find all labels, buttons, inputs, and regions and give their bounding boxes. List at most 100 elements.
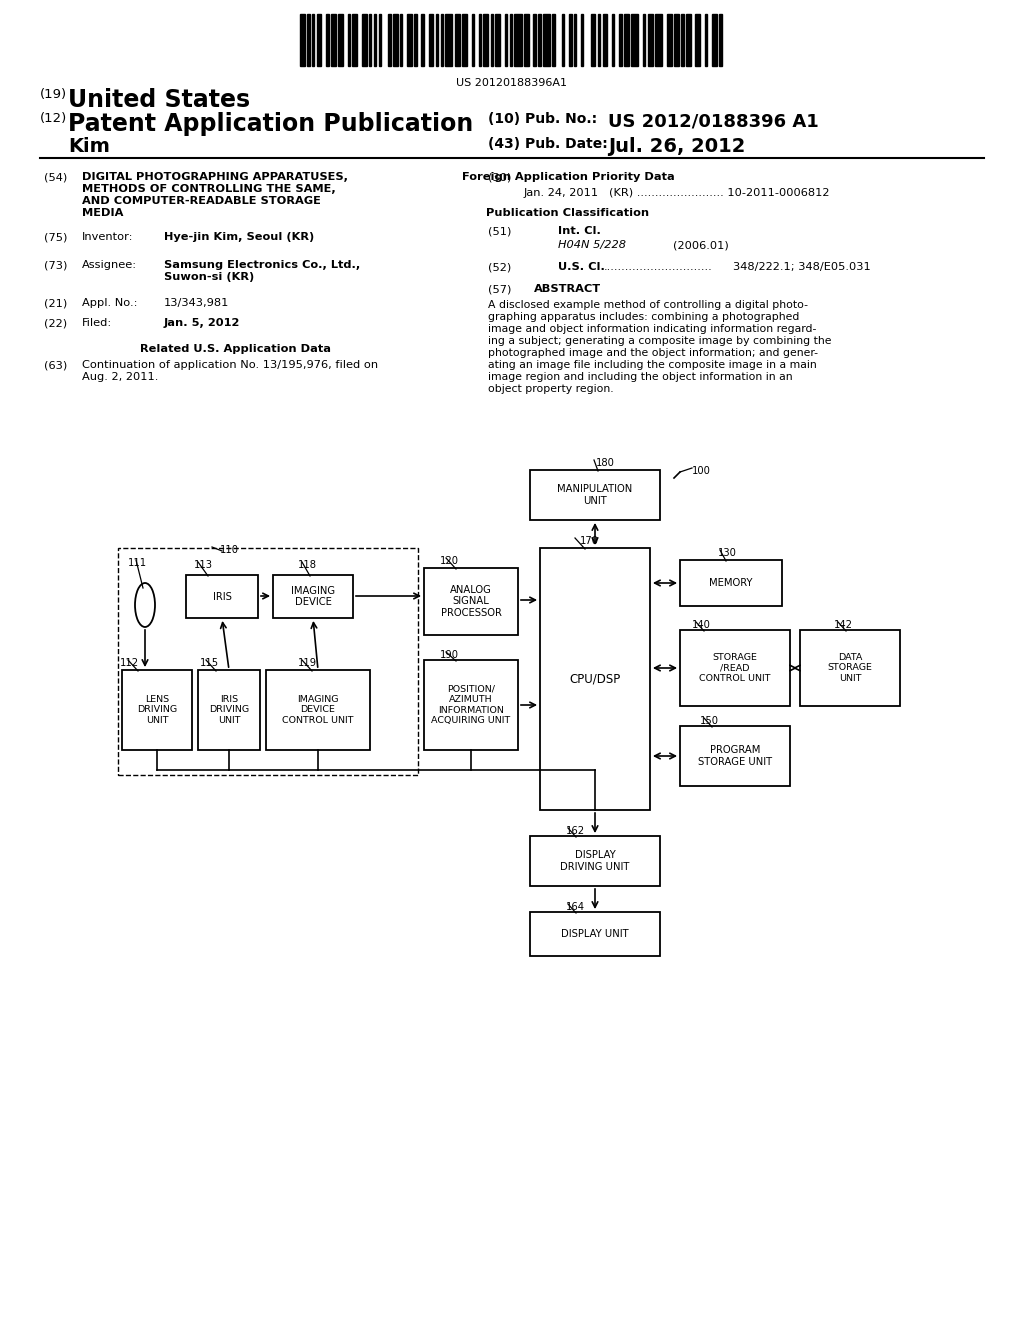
Bar	[478, 15, 481, 66]
Bar	[379, 15, 381, 66]
Text: Int. Cl.: Int. Cl.	[558, 226, 601, 236]
Bar	[569, 15, 571, 66]
Text: 118: 118	[298, 560, 317, 570]
Bar	[338, 15, 343, 66]
Text: (19): (19)	[40, 88, 68, 102]
Text: Samsung Electronics Co., Ltd.,: Samsung Electronics Co., Ltd.,	[164, 260, 360, 271]
Text: Assignee:: Assignee:	[82, 260, 137, 271]
Text: DISPLAY
DRIVING UNIT: DISPLAY DRIVING UNIT	[560, 850, 630, 871]
Bar	[540, 548, 650, 810]
Text: Suwon-si (KR): Suwon-si (KR)	[164, 272, 254, 282]
Text: 100: 100	[692, 466, 711, 477]
Text: Foreign Application Priority Data: Foreign Application Priority Data	[462, 172, 675, 182]
Bar	[530, 470, 660, 520]
Text: (73): (73)	[44, 260, 68, 271]
Text: 170: 170	[580, 536, 599, 546]
Bar	[347, 15, 350, 66]
Text: image region and including the object information in an: image region and including the object in…	[488, 372, 793, 381]
Bar	[695, 15, 700, 66]
Bar	[312, 15, 314, 66]
Bar	[505, 15, 507, 66]
Bar	[680, 560, 782, 606]
Text: Aug. 2, 2011.: Aug. 2, 2011.	[82, 372, 159, 381]
Bar	[440, 15, 443, 66]
Text: DISPLAY UNIT: DISPLAY UNIT	[561, 929, 629, 939]
Text: US 2012/0188396 A1: US 2012/0188396 A1	[608, 112, 819, 129]
Text: 111: 111	[128, 558, 147, 568]
Text: ating an image file including the composite image in a main: ating an image file including the compos…	[488, 360, 817, 370]
Text: (51): (51)	[488, 226, 511, 236]
Bar	[300, 15, 305, 66]
Text: graphing apparatus includes: combining a photographed: graphing apparatus includes: combining a…	[488, 312, 800, 322]
Text: Publication Classification: Publication Classification	[486, 209, 649, 218]
Bar	[712, 15, 717, 66]
Text: 130: 130	[718, 548, 737, 558]
Text: Inventor:: Inventor:	[82, 232, 133, 242]
Text: Hye-jin Kim, Seoul (KR): Hye-jin Kim, Seoul (KR)	[164, 232, 314, 242]
Text: 119: 119	[298, 657, 317, 668]
Text: DIGITAL PHOTOGRAPHING APPARATUSES,: DIGITAL PHOTOGRAPHING APPARATUSES,	[82, 172, 348, 182]
Text: (2006.01): (2006.01)	[673, 240, 729, 249]
Text: 113: 113	[194, 560, 213, 570]
Bar	[266, 671, 370, 750]
Bar	[581, 15, 584, 66]
Bar	[118, 548, 418, 775]
Bar	[198, 671, 260, 750]
Text: (43) Pub. Date:: (43) Pub. Date:	[488, 137, 608, 150]
Text: Jan. 5, 2012: Jan. 5, 2012	[164, 318, 241, 327]
Bar	[429, 15, 433, 66]
Text: United States: United States	[68, 88, 250, 112]
Bar	[436, 15, 438, 66]
Bar	[361, 15, 367, 66]
Text: (52): (52)	[488, 261, 511, 272]
Text: 140: 140	[692, 620, 711, 630]
Text: US 20120188396A1: US 20120188396A1	[457, 78, 567, 88]
Bar	[602, 15, 607, 66]
Bar	[705, 15, 708, 66]
Bar	[643, 15, 645, 66]
Bar	[400, 15, 402, 66]
Bar	[408, 15, 412, 66]
Text: (30): (30)	[488, 172, 511, 182]
Bar	[591, 15, 595, 66]
Bar	[530, 912, 660, 956]
Text: MANIPULATION
UNIT: MANIPULATION UNIT	[557, 484, 633, 506]
Text: (75): (75)	[44, 232, 68, 242]
Text: Filed:: Filed:	[82, 318, 113, 327]
Text: DATA
STORAGE
UNIT: DATA STORAGE UNIT	[827, 653, 872, 682]
Text: AND COMPUTER-READABLE STORAGE: AND COMPUTER-READABLE STORAGE	[82, 195, 321, 206]
Text: MEDIA: MEDIA	[82, 209, 123, 218]
Bar	[483, 15, 488, 66]
Bar	[455, 15, 460, 66]
Bar	[331, 15, 336, 66]
Bar	[648, 15, 652, 66]
Text: 142: 142	[834, 620, 853, 630]
Bar	[424, 660, 518, 750]
Text: Appl. No.:: Appl. No.:	[82, 298, 137, 308]
Text: ABSTRACT: ABSTRACT	[535, 284, 601, 294]
Bar	[631, 15, 638, 66]
Text: IRIS
DRIVING
UNIT: IRIS DRIVING UNIT	[209, 696, 249, 725]
Text: Continuation of application No. 13/195,976, filed on: Continuation of application No. 13/195,9…	[82, 360, 378, 370]
Text: (54): (54)	[44, 172, 68, 182]
Text: METHODS OF CONTROLLING THE SAME,: METHODS OF CONTROLLING THE SAME,	[82, 183, 336, 194]
Bar	[510, 15, 512, 66]
Bar	[534, 15, 536, 66]
Bar	[620, 15, 622, 66]
Text: (57): (57)	[488, 284, 511, 294]
Text: STORAGE
/READ
CONTROL UNIT: STORAGE /READ CONTROL UNIT	[699, 653, 771, 682]
Text: PROGRAM
STORAGE UNIT: PROGRAM STORAGE UNIT	[698, 746, 772, 767]
Text: Patent Application Publication: Patent Application Publication	[68, 112, 473, 136]
Text: 164: 164	[566, 902, 585, 912]
Text: 190: 190	[440, 649, 459, 660]
Text: POSITION/
AZIMUTH
INFORMATION
ACQUIRING UNIT: POSITION/ AZIMUTH INFORMATION ACQUIRING …	[431, 685, 511, 725]
Text: IRIS: IRIS	[213, 591, 231, 602]
Text: (10) Pub. No.:: (10) Pub. No.:	[488, 112, 597, 125]
Text: A disclosed example method of controlling a digital photo-: A disclosed example method of controllin…	[488, 300, 808, 310]
Text: object property region.: object property region.	[488, 384, 613, 393]
Bar	[462, 15, 467, 66]
Bar	[186, 576, 258, 618]
Bar	[562, 15, 564, 66]
Bar	[422, 15, 424, 66]
Ellipse shape	[135, 583, 155, 627]
